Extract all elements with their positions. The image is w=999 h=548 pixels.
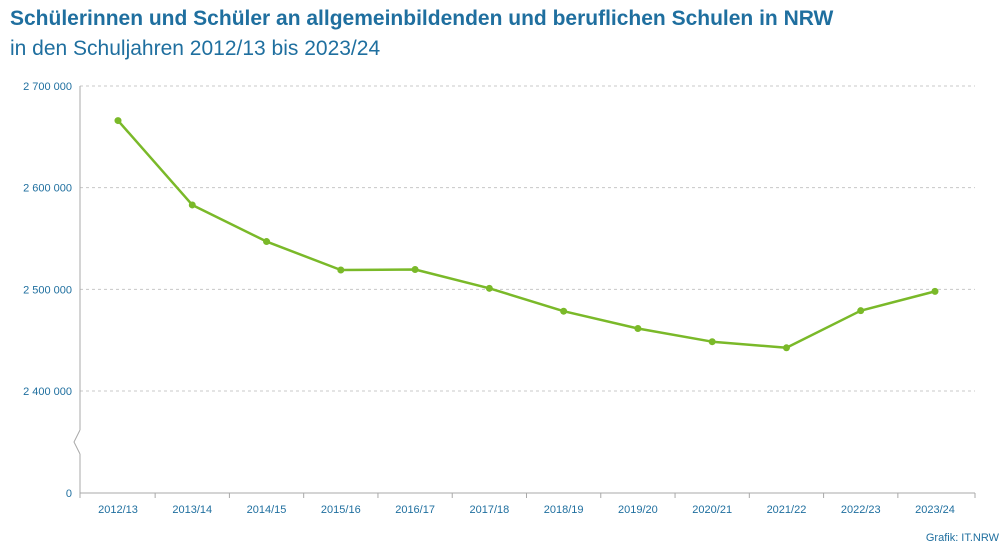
data-point (560, 307, 568, 315)
data-point (188, 201, 196, 209)
data-point (263, 238, 271, 246)
axis-break-marker (73, 429, 81, 455)
x-tick-labels: 2012/13 2013/14 2014/15 2015/16 2016/17 2017/… (98, 504, 955, 516)
data-point (114, 117, 122, 125)
x-tick-label: 2015/16 (321, 504, 361, 516)
data-point (708, 338, 716, 346)
grid-lines (80, 85, 975, 392)
x-tick-label: 2013/14 (172, 504, 212, 516)
data-point (337, 266, 345, 274)
x-tick-label: 2012/13 (98, 504, 138, 516)
x-tick-label: 2020/21 (692, 504, 732, 516)
y-tick-label: 0 (66, 488, 72, 500)
data-point (411, 266, 419, 274)
axes (73, 86, 976, 498)
data-point (857, 307, 865, 315)
data-point (634, 324, 642, 332)
y-tick-label: 2 500 000 (23, 284, 72, 296)
data-series (114, 117, 939, 352)
y-tick-labels: 0 2 400 000 2 500 000 2 600 000 2 700 000 (23, 81, 72, 500)
series-line (116, 119, 937, 350)
data-point (782, 344, 790, 352)
x-tick-label: 2023/24 (915, 504, 955, 516)
x-tick-label: 2014/15 (247, 504, 287, 516)
chart-subtitle: in den Schuljahren 2012/13 bis 2023/24 (10, 37, 381, 60)
data-point (485, 284, 493, 292)
x-tick-label: 2021/22 (767, 504, 807, 516)
data-point (931, 287, 939, 295)
y-tick-label: 2 700 000 (23, 81, 72, 93)
chart-title: Schülerinnen und Schüler an allgemeinbil… (10, 7, 834, 30)
x-tick-label: 2022/23 (841, 504, 881, 516)
y-tick-label: 2 400 000 (23, 386, 72, 398)
x-tick-label: 2017/18 (469, 504, 509, 516)
x-tick-label: 2019/20 (618, 504, 658, 516)
source-credit: Grafik: IT.NRW (925, 532, 999, 544)
x-tick-label: 2018/19 (544, 504, 584, 516)
y-tick-label: 2 600 000 (23, 183, 72, 195)
x-tick-label: 2016/17 (395, 504, 435, 516)
